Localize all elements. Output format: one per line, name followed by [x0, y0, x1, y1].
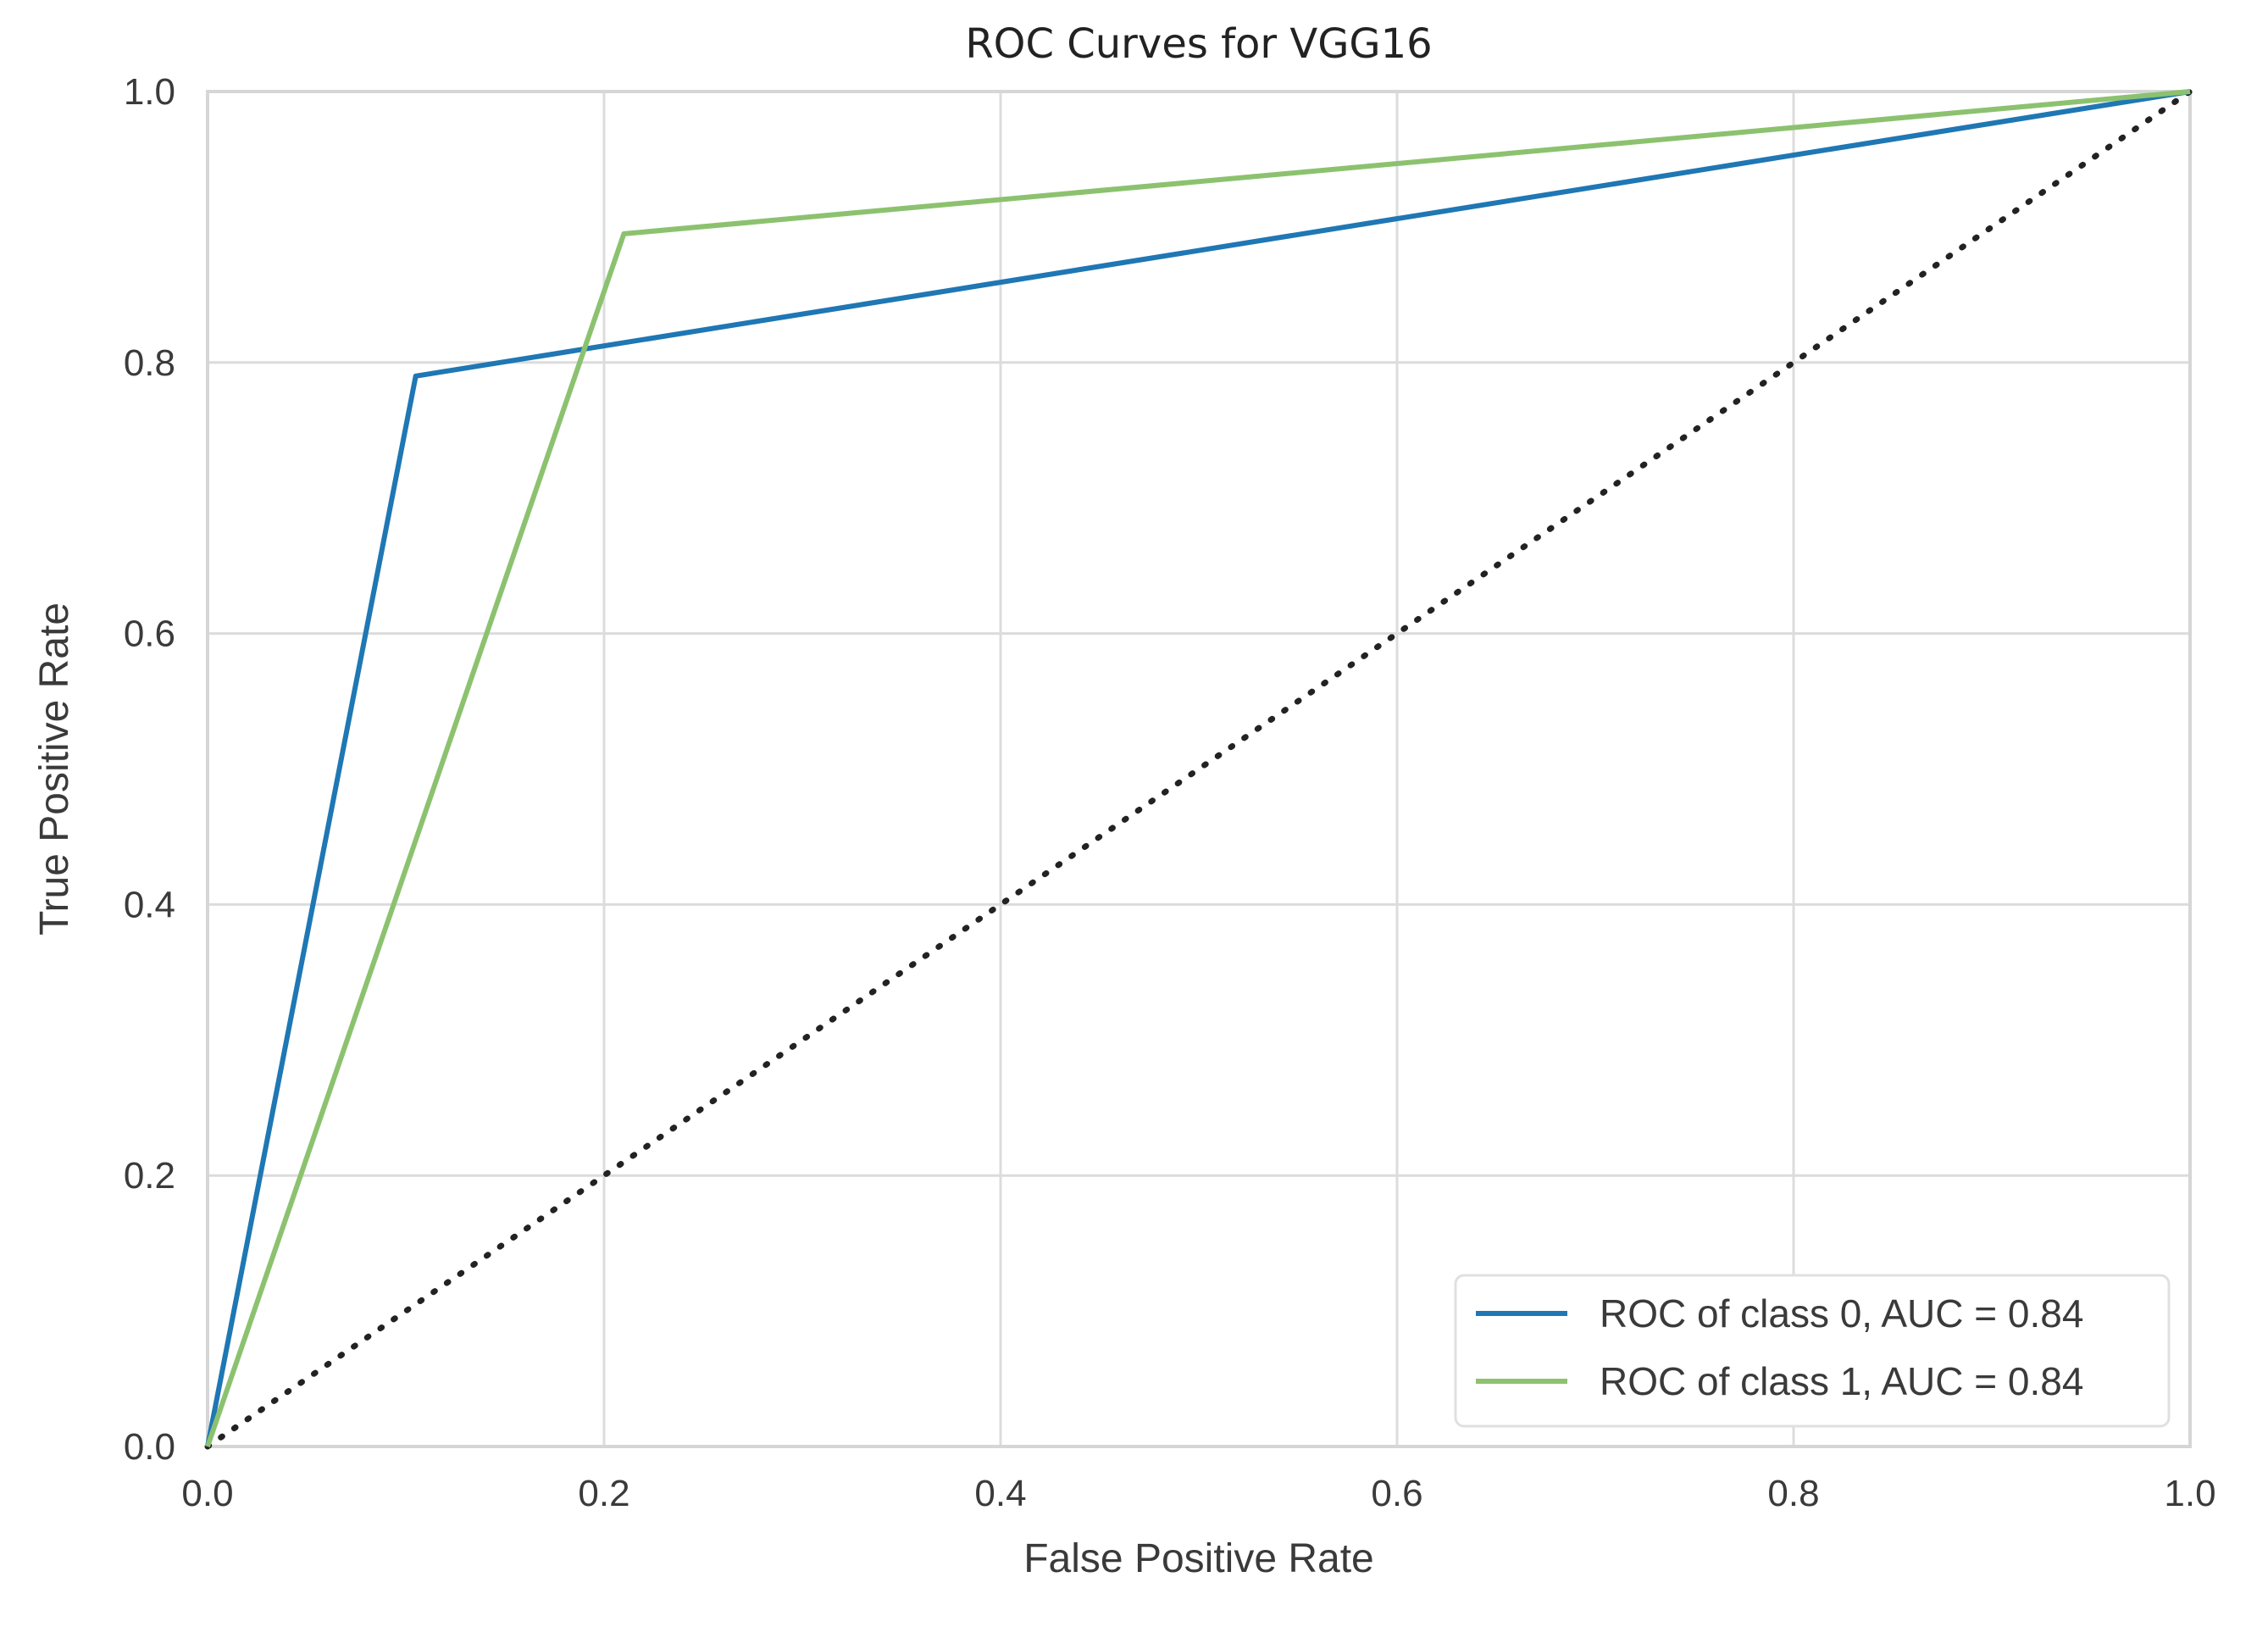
series-layer: [204, 88, 2193, 1450]
y-tick-label: 0.0: [124, 1426, 175, 1468]
x-tick-label: 0.6: [1371, 1473, 1422, 1514]
y-tick-label: 0.2: [124, 1155, 175, 1197]
legend: ROC of class 0, AUC = 0.84 ROC of class …: [1454, 1274, 2171, 1428]
x-tick-label: 0.0: [181, 1473, 233, 1514]
legend-box: [1454, 1274, 2171, 1428]
x-axis-label: False Positive Rate: [1023, 1536, 1374, 1581]
chance-reference-line: [204, 88, 2193, 1450]
roc-curve-class-1: [205, 89, 2191, 1447]
y-axis-label: True Positive Rate: [32, 602, 77, 936]
y-tick-label: 1.0: [124, 71, 175, 113]
plot-frame: [206, 90, 2192, 1448]
x-tick-label: 0.2: [578, 1473, 629, 1514]
grid: [206, 90, 2192, 1448]
y-tick-label: 0.6: [124, 614, 175, 655]
y-tick-label: 0.4: [124, 884, 175, 925]
legend-label-class-1: ROC of class 1, AUC = 0.84: [1600, 1359, 2083, 1403]
legend-label-class-0: ROC of class 0, AUC = 0.84: [1600, 1291, 2083, 1335]
chart-title: ROC Curves for VGG16: [965, 20, 1432, 68]
x-tick-label: 0.8: [1767, 1473, 1819, 1514]
x-tick-label: 1.0: [2164, 1473, 2215, 1514]
y-tick-label: 0.8: [124, 342, 175, 384]
x-tick-label: 0.4: [974, 1473, 1026, 1514]
roc-curve-class-0: [205, 89, 2191, 1447]
tick-labels: 0.0 0.2 0.4 0.6 0.8 1.0 0.0 0.2 0.4 0.6 0.8 1.0: [124, 71, 2216, 1514]
